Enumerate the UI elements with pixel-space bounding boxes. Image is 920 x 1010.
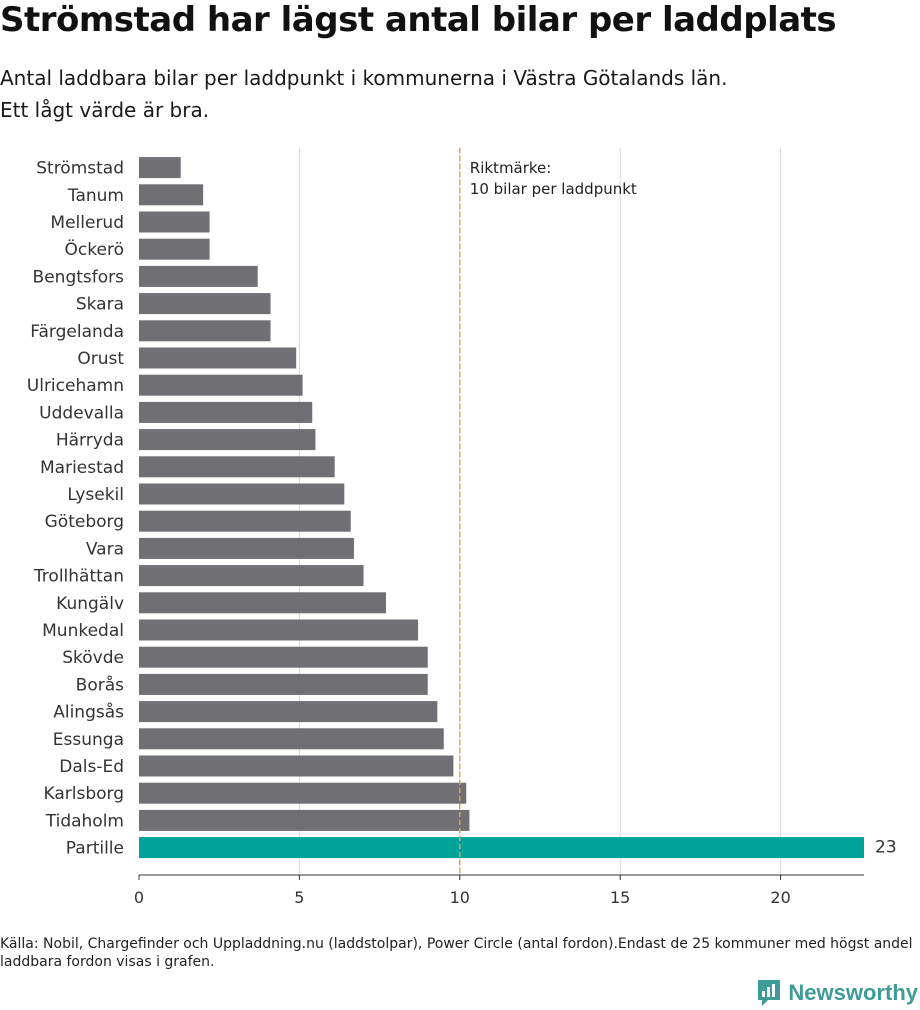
- category-label-mellerud: Mellerud: [50, 213, 124, 233]
- subtitle-line-1: Antal laddbara bilar per laddpunkt i kom…: [0, 66, 728, 90]
- source-note: Källa: Nobil, Chargefinder och Uppladdni…: [0, 936, 913, 970]
- subtitle-line-2: Ett lågt värde är bra.: [0, 98, 210, 122]
- bar-ulricehamn: [139, 374, 303, 396]
- reference-line-group: Riktmärke: 10 bilar per laddpunkt: [459, 148, 637, 875]
- logo-text: Newsworthy: [788, 980, 918, 1005]
- category-label-tanum: Tanum: [67, 186, 124, 206]
- category-label-skara: Skara: [76, 295, 124, 315]
- category-label-essunga: Essunga: [53, 730, 124, 750]
- category-labels: Strömstad Tanum Mellerud Öckerö Bengtsfors Sk…: [27, 159, 897, 859]
- x-tick-label-10: 10: [450, 888, 470, 907]
- bar-orust: [139, 347, 297, 369]
- bar-kungälv: [139, 592, 387, 614]
- x-tick-label-0: 0: [134, 888, 144, 907]
- x-tick-label-5: 5: [294, 888, 304, 907]
- bar-färgelanda: [139, 320, 271, 342]
- bars: [139, 157, 864, 859]
- x-tick-label-20: 20: [770, 888, 790, 907]
- bar-karlsborg: [139, 782, 467, 804]
- bar-uddevalla: [139, 401, 313, 423]
- category-label-orust: Orust: [77, 349, 124, 369]
- category-label-mariestad: Mariestad: [40, 458, 124, 478]
- bar-chart: Riktmärke: 10 bilar per laddpunkt Strömst…: [27, 148, 897, 907]
- bar-bengtsfors: [139, 265, 258, 287]
- bar-borås: [139, 673, 428, 695]
- bar-partille: [139, 837, 864, 859]
- category-label-karlsborg: Karlsborg: [43, 784, 124, 804]
- reference-label-line-2: 10 bilar per laddpunkt: [470, 180, 637, 198]
- bar-härryda: [139, 429, 316, 451]
- bar-öckerö: [139, 238, 210, 260]
- category-label-munkedal: Munkedal: [42, 621, 124, 641]
- value-label-partille: 23: [875, 838, 897, 858]
- category-label-skövde: Skövde: [62, 648, 124, 668]
- category-label-dals-ed: Dals-Ed: [59, 757, 124, 777]
- bar-vara: [139, 537, 354, 559]
- bar-alingsås: [139, 701, 438, 723]
- chart-logo-icon: [758, 980, 781, 1006]
- chart-title: Strömstad har lägst antal bilar per ladd…: [0, 0, 837, 40]
- x-axis: 0 5 10 15 20: [134, 874, 864, 907]
- bar-skara: [139, 293, 271, 315]
- chart-subtitle: Antal laddbara bilar per laddpunkt i kom…: [0, 62, 727, 126]
- bar-tanum: [139, 184, 204, 206]
- category-label-göteborg: Göteborg: [45, 512, 124, 532]
- x-tick-label-15: 15: [610, 888, 630, 907]
- category-label-partille: Partille: [66, 839, 124, 859]
- bar-essunga: [139, 728, 444, 750]
- bar-lysekil: [139, 483, 345, 505]
- category-label-öckerö: Öckerö: [65, 238, 124, 260]
- category-label-färgelanda: Färgelanda: [30, 322, 124, 342]
- category-label-härryda: Härryda: [56, 431, 124, 451]
- bar-göteborg: [139, 510, 351, 532]
- bar-trollhättan: [139, 565, 364, 587]
- category-label-tidaholm: Tidaholm: [45, 811, 124, 831]
- bar-dals-ed: [139, 755, 454, 777]
- bar-munkedal: [139, 619, 419, 641]
- category-label-bengtsfors: Bengtsfors: [33, 267, 125, 287]
- category-label-ulricehamn: Ulricehamn: [27, 376, 124, 396]
- category-label-alingsås: Alingsås: [53, 702, 124, 723]
- category-label-trollhättan: Trollhättan: [33, 567, 124, 587]
- bar-strömstad: [139, 157, 181, 179]
- bar-mariestad: [139, 456, 335, 478]
- bar-skövde: [139, 646, 428, 668]
- reference-label-line-1: Riktmärke:: [470, 159, 552, 177]
- category-label-uddevalla: Uddevalla: [39, 403, 124, 423]
- bar-tidaholm: [139, 809, 470, 831]
- category-label-kungälv: Kungälv: [56, 594, 124, 614]
- category-label-borås: Borås: [76, 674, 124, 695]
- newsworthy-logo: Newsworthy: [756, 978, 918, 1008]
- category-label-lysekil: Lysekil: [67, 485, 124, 505]
- category-label-strömstad: Strömstad: [36, 159, 124, 179]
- bar-mellerud: [139, 211, 210, 233]
- category-label-vara: Vara: [86, 539, 124, 559]
